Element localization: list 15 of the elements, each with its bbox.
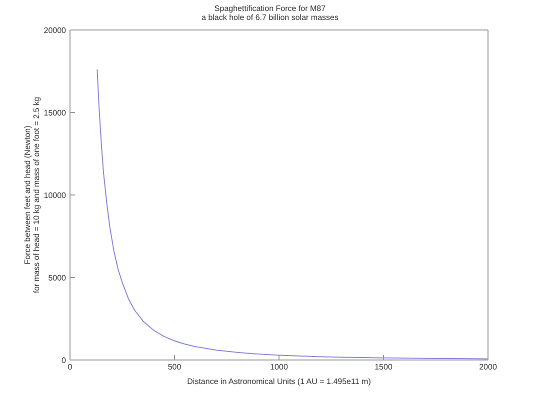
x-axis-title: Distance in Astronomical Units (1 AU = 1.495e11 m) xyxy=(186,377,372,386)
chart-subtitle: a black hole of 6.7 billion solar masses xyxy=(200,13,340,22)
x-tick-label: 1000 xyxy=(270,362,288,372)
chart-title: Spaghettification Force for M87 xyxy=(213,4,327,13)
y-tick-label: 20000 xyxy=(44,26,67,35)
y-tick-label: 5000 xyxy=(48,273,67,282)
y-tick-label: 0 xyxy=(62,356,67,365)
y-tick-label: 15000 xyxy=(44,108,67,118)
x-tick-label: 500 xyxy=(168,362,182,372)
y-axis-title: Force between feet and head (Newton) for mass of head = 10 kg and mass of one foot = 2.5 kg xyxy=(23,96,41,296)
line-series xyxy=(96,69,488,360)
x-tick-label: 1500 xyxy=(374,362,393,372)
y-tick-label: 10000 xyxy=(44,190,67,200)
x-tick-label: 2000 xyxy=(479,362,498,372)
x-tick-label: 0 xyxy=(68,362,73,372)
